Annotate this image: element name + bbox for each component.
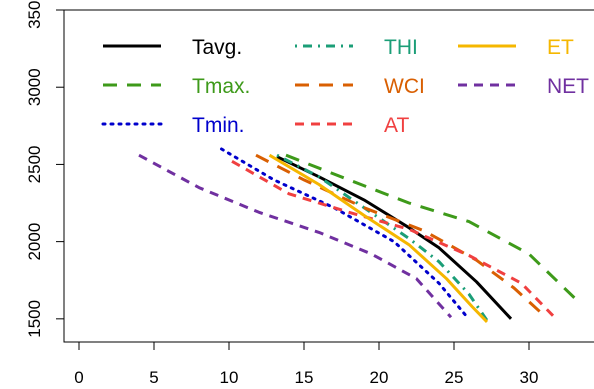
x-tick-label: 5 (149, 368, 158, 387)
x-tick-label: 10 (220, 368, 239, 387)
legend-label: THI (384, 36, 418, 59)
series-line-net (138, 153, 453, 319)
legend: Tavg. Tmax. Tmin. THI WCI AT ET NET (101, 36, 589, 137)
series-line-tmin (220, 147, 468, 318)
x-tick-label: 15 (295, 368, 314, 387)
y-tick-label: 2500 (25, 146, 44, 184)
x-tick-label: 25 (445, 368, 464, 387)
y-axis: 1500 2000 2500 3000 3500 (25, 0, 65, 338)
plot-lines (138, 147, 579, 323)
x-tick-label: 0 (74, 368, 83, 387)
legend-label: WCI (384, 75, 425, 98)
legend-label: NET (547, 75, 589, 98)
x-axis: 05101520253035 (74, 341, 594, 387)
series-line-wci (255, 153, 543, 314)
series-line-et (268, 153, 489, 323)
legend-label: Tmax. (192, 75, 250, 98)
legend-label: ET (547, 36, 574, 59)
series-line-at (231, 159, 555, 317)
legend-label: Tavg. (192, 36, 242, 59)
y-tick-label: 3000 (25, 68, 44, 106)
x-tick-label: 30 (520, 368, 539, 387)
y-tick-label: 3500 (25, 0, 44, 29)
y-tick-label: 1500 (25, 300, 44, 338)
series-line-thi (276, 153, 489, 322)
plot-area-border (63, 9, 594, 343)
series-line-tmax (285, 153, 579, 302)
y-tick-label: 2000 (25, 223, 44, 261)
legend-label: Tmin. (192, 114, 245, 137)
x-tick-label: 20 (370, 368, 389, 387)
legend-label: AT (384, 114, 409, 137)
